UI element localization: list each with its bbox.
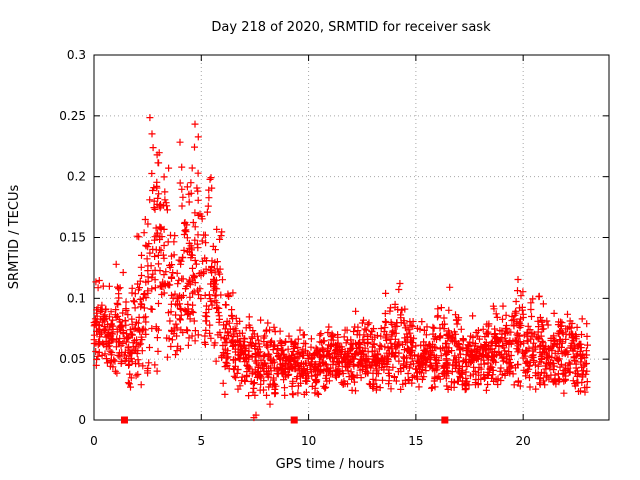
chart-dynamic-layer: 0 5 10 15 20 0 0.05 0.1 0.15 0.2 0.25 0.3 xyxy=(59,48,610,448)
x-tick-label: 5 xyxy=(197,434,205,448)
chart-title: Day 218 of 2020, SRMTID for receiver sas… xyxy=(211,20,491,35)
x-axis-label: GPS time / hours xyxy=(276,457,385,472)
axis-marker-square xyxy=(290,416,298,424)
x-tick-label: 10 xyxy=(301,434,316,448)
y-tick-label: 0.3 xyxy=(67,48,86,62)
y-tick-label: 0 xyxy=(78,413,86,427)
y-tick-label: 0.25 xyxy=(59,109,86,123)
y-tick-label: 0.2 xyxy=(67,170,86,184)
y-axis-label: SRMTID / TECUs xyxy=(7,185,22,290)
y-tick-label: 0.05 xyxy=(59,352,86,366)
x-tick-label: 20 xyxy=(516,434,531,448)
scatter-points xyxy=(90,114,591,422)
y-tick-label: 0.1 xyxy=(67,291,86,305)
x-tick-label: 15 xyxy=(408,434,423,448)
axis-marker-square xyxy=(441,416,449,424)
x-tick-label: 0 xyxy=(90,434,98,448)
axis-marker-square xyxy=(120,416,128,424)
y-tick-label: 0.15 xyxy=(59,231,86,245)
